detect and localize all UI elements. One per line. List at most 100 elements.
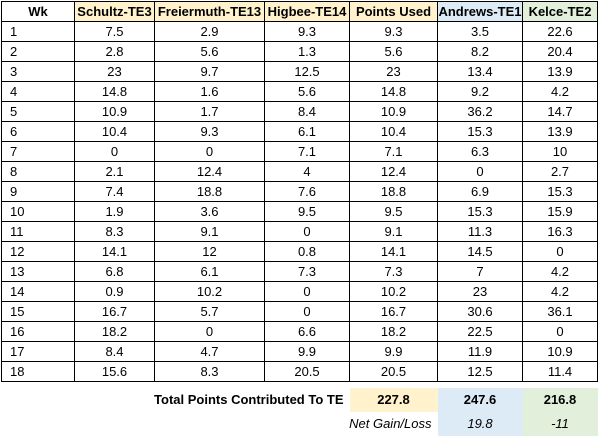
table-row: 18 15.6 8.3 20.5 20.5 12.5 11.4 xyxy=(1,361,598,382)
cell-schultz: 6.8 xyxy=(74,261,155,282)
cell-schultz: 7.5 xyxy=(74,21,155,42)
table-row: 6 10.4 9.3 6.1 10.4 15.3 13.9 xyxy=(1,121,598,142)
cell-schultz: 7.4 xyxy=(74,181,155,202)
cell-wk: 13 xyxy=(1,261,75,282)
cell-points-used: 14.1 xyxy=(349,241,438,262)
cell-andrews: 8.2 xyxy=(437,41,523,62)
cell-wk: 16 xyxy=(1,321,75,342)
cell-schultz: 2.8 xyxy=(74,41,155,62)
net-andrews: 19.8 xyxy=(437,412,523,436)
cell-schultz: 16.7 xyxy=(74,301,155,322)
cell-freiermuth: 10.2 xyxy=(154,281,265,302)
cell-andrews: 22.5 xyxy=(437,321,523,342)
cell-points-used: 10.2 xyxy=(349,281,438,302)
cell-andrews: 13.4 xyxy=(437,61,523,82)
cell-schultz: 2.1 xyxy=(74,161,155,182)
header-freiermuth: Freiermuth-TE13 xyxy=(154,1,265,22)
table-row: 17 8.4 4.7 9.9 9.9 11.9 10.9 xyxy=(1,341,598,362)
table-row: 5 10.9 1.7 8.4 10.9 36.2 14.7 xyxy=(1,101,598,122)
cell-higbee: 6.1 xyxy=(264,121,350,142)
cell-freiermuth: 0 xyxy=(154,321,265,342)
cell-points-used: 18.8 xyxy=(349,181,438,202)
table-body: 1 7.5 2.9 9.3 9.3 3.5 22.6 2 2.8 5.6 1.3 5.6 8.2 20.4… xyxy=(1,21,598,382)
cell-points-used: 12.4 xyxy=(349,161,438,182)
cell-points-used: 5.6 xyxy=(349,41,438,62)
cell-higbee: 1.3 xyxy=(264,41,350,62)
cell-higbee: 7.3 xyxy=(264,261,350,282)
cell-schultz: 10.9 xyxy=(74,101,155,122)
cell-kelce: 4.2 xyxy=(522,281,598,302)
table-row: 8 2.1 12.4 4 12.4 0 2.7 xyxy=(1,161,598,182)
cell-schultz: 14.8 xyxy=(74,81,155,102)
cell-kelce: 11.4 xyxy=(522,361,598,382)
cell-higbee: 7.6 xyxy=(264,181,350,202)
cell-points-used: 10.9 xyxy=(349,101,438,122)
cell-wk: 2 xyxy=(1,41,75,62)
cell-wk: 15 xyxy=(1,301,75,322)
cell-andrews: 0 xyxy=(437,161,523,182)
cell-andrews: 36.2 xyxy=(437,101,523,122)
cell-freiermuth: 1.6 xyxy=(154,81,265,102)
cell-wk: 3 xyxy=(1,61,75,82)
cell-andrews: 7 xyxy=(437,261,523,282)
net-kelce: -11 xyxy=(522,412,598,436)
cell-higbee: 9.3 xyxy=(264,21,350,42)
cell-andrews: 14.5 xyxy=(437,241,523,262)
cell-points-used: 10.4 xyxy=(349,121,438,142)
cell-andrews: 11.3 xyxy=(437,221,523,242)
cell-freiermuth: 5.7 xyxy=(154,301,265,322)
cell-freiermuth: 5.6 xyxy=(154,41,265,62)
cell-kelce: 4.2 xyxy=(522,261,598,282)
cell-freiermuth: 1.7 xyxy=(154,101,265,122)
cell-andrews: 12.5 xyxy=(437,361,523,382)
cell-points-used: 9.3 xyxy=(349,21,438,42)
cell-higbee: 20.5 xyxy=(264,361,350,382)
cell-kelce: 20.4 xyxy=(522,41,598,62)
net-label: Net Gain/Loss xyxy=(349,416,432,431)
table-row: 1 7.5 2.9 9.3 9.3 3.5 22.6 xyxy=(1,21,598,42)
cell-schultz: 18.2 xyxy=(74,321,155,342)
cell-freiermuth: 18.8 xyxy=(154,181,265,202)
cell-points-used: 16.7 xyxy=(349,301,438,322)
table-row: 9 7.4 18.8 7.6 18.8 6.9 15.3 xyxy=(1,181,598,202)
header-row: Wk Schultz-TE3 Freiermuth-TE13 Higbee-TE… xyxy=(1,1,598,22)
cell-kelce: 13.9 xyxy=(522,121,598,142)
cell-andrews: 6.3 xyxy=(437,141,523,162)
cell-kelce: 15.3 xyxy=(522,181,598,202)
cell-kelce: 36.1 xyxy=(522,301,598,322)
cell-freiermuth: 3.6 xyxy=(154,201,265,222)
cell-wk: 1 xyxy=(1,21,75,42)
cell-kelce: 14.7 xyxy=(522,101,598,122)
cell-wk: 10 xyxy=(1,201,75,222)
cell-wk: 6 xyxy=(1,121,75,142)
cell-wk: 17 xyxy=(1,341,75,362)
cell-points-used: 7.1 xyxy=(349,141,438,162)
cell-kelce: 10 xyxy=(522,141,598,162)
cell-schultz: 0 xyxy=(74,141,155,162)
cell-freiermuth: 12.4 xyxy=(154,161,265,182)
cell-wk: 9 xyxy=(1,181,75,202)
cell-freiermuth: 9.1 xyxy=(154,221,265,242)
cell-wk: 18 xyxy=(1,361,75,382)
total-andrews: 247.6 xyxy=(437,388,523,412)
cell-higbee: 5.6 xyxy=(264,81,350,102)
cell-andrews: 11.9 xyxy=(437,341,523,362)
cell-andrews: 15.3 xyxy=(437,201,523,222)
cell-points-used: 9.1 xyxy=(349,221,438,242)
cell-andrews: 15.3 xyxy=(437,121,523,142)
cell-points-used: 14.8 xyxy=(349,81,438,102)
cell-kelce: 0 xyxy=(522,241,598,262)
cell-kelce: 15.9 xyxy=(522,201,598,222)
cell-kelce: 22.6 xyxy=(522,21,598,42)
table-row: 3 23 9.7 12.5 23 13.4 13.9 xyxy=(1,61,598,82)
cell-higbee: 0 xyxy=(264,301,350,322)
cell-schultz: 10.4 xyxy=(74,121,155,142)
totals-label: Total Points Contributed To TE xyxy=(154,392,344,407)
cell-wk: 14 xyxy=(1,281,75,302)
cell-freiermuth: 12 xyxy=(154,241,265,262)
cell-higbee: 8.4 xyxy=(264,101,350,122)
cell-andrews: 30.6 xyxy=(437,301,523,322)
cell-andrews: 9.2 xyxy=(437,81,523,102)
cell-andrews: 3.5 xyxy=(437,21,523,42)
